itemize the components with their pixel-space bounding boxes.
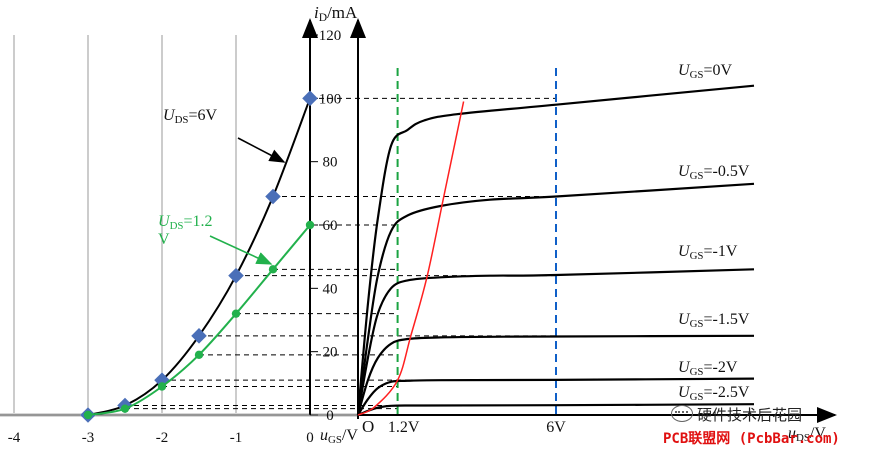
uds6-point [191, 328, 207, 344]
uds12-label-overflow: V [158, 231, 170, 248]
uds6-point [265, 188, 281, 205]
x-tick-label: -2 [156, 430, 169, 446]
origin-label: O [362, 417, 374, 436]
ugs-axis-label: uGS/V [320, 427, 358, 446]
x-tick-label: -4 [8, 430, 21, 446]
id-axis-label: iD/mA [314, 3, 358, 24]
uds12-point [120, 404, 130, 413]
x-tick-label: 0 [306, 430, 314, 446]
uds6-label: UDS=6V [163, 107, 217, 126]
x-tick-label: -3 [82, 430, 95, 446]
watermark-site: PCB联盟网 (PcbBar.com) [663, 431, 840, 447]
uds12-point [157, 382, 167, 391]
ugs-curve [357, 377, 755, 416]
axes: 0 20 40 60 80 100 120 -4 -3 -2 -1 0 [0, 18, 837, 446]
ugs-curve-label: UGS=-2V [678, 359, 738, 378]
saturation-boundary-curve [357, 101, 465, 416]
watermark-title: 硬件技术后花园 [697, 406, 803, 424]
output-characteristic-curves [356, 84, 755, 417]
y-tick-label: 20 [323, 345, 338, 361]
uds6-arrow [237, 137, 286, 163]
ugs-curve-label: UGS=-1V [678, 243, 738, 262]
ugs-curve [356, 84, 755, 416]
uds12-point [83, 410, 93, 420]
y-tick-label: 120 [319, 28, 342, 44]
y-tick-label: 80 [323, 155, 338, 171]
ugs-curve-label: UGS=0V [678, 62, 732, 81]
ugs-curve-label: UGS=-0.5V [678, 163, 750, 182]
uds12-point [231, 309, 241, 318]
ugs-curve [356, 268, 755, 416]
uds6-point [302, 90, 318, 107]
chart-labels: iD/mA uGS/V uDS/V O 1.2V 6V UDS=6V UDS=1.2V UGS=… [158, 3, 826, 446]
ugs-curve [356, 182, 755, 416]
x-mark-label: 6V [546, 419, 566, 436]
uds12-point [194, 350, 204, 360]
uds12-point [305, 220, 315, 230]
y-tick-label: 100 [319, 91, 342, 107]
uds12-point [268, 265, 278, 274]
y-tick-label: 40 [323, 281, 338, 297]
transfer-characteristic-curves [80, 90, 318, 423]
ugs-curve-label: UGS=-1.5V [678, 311, 750, 330]
uds12-label: UDS=1.2 [158, 213, 213, 232]
uds-axis-label: uDS/V [788, 425, 826, 444]
x-mark-label: 1.2V [388, 419, 420, 436]
ugs-curve-label: UGS=-2.5V [678, 384, 750, 403]
y-tick-label: 0 [326, 408, 334, 424]
x-tick-label: -1 [230, 430, 243, 446]
uds12-arrow [209, 235, 273, 265]
y-tick-label: 60 [323, 218, 338, 234]
uds6-point [228, 267, 244, 284]
uds6-curve [87, 97, 311, 416]
ugs-curve [356, 334, 755, 416]
wechat-icon [671, 405, 693, 422]
